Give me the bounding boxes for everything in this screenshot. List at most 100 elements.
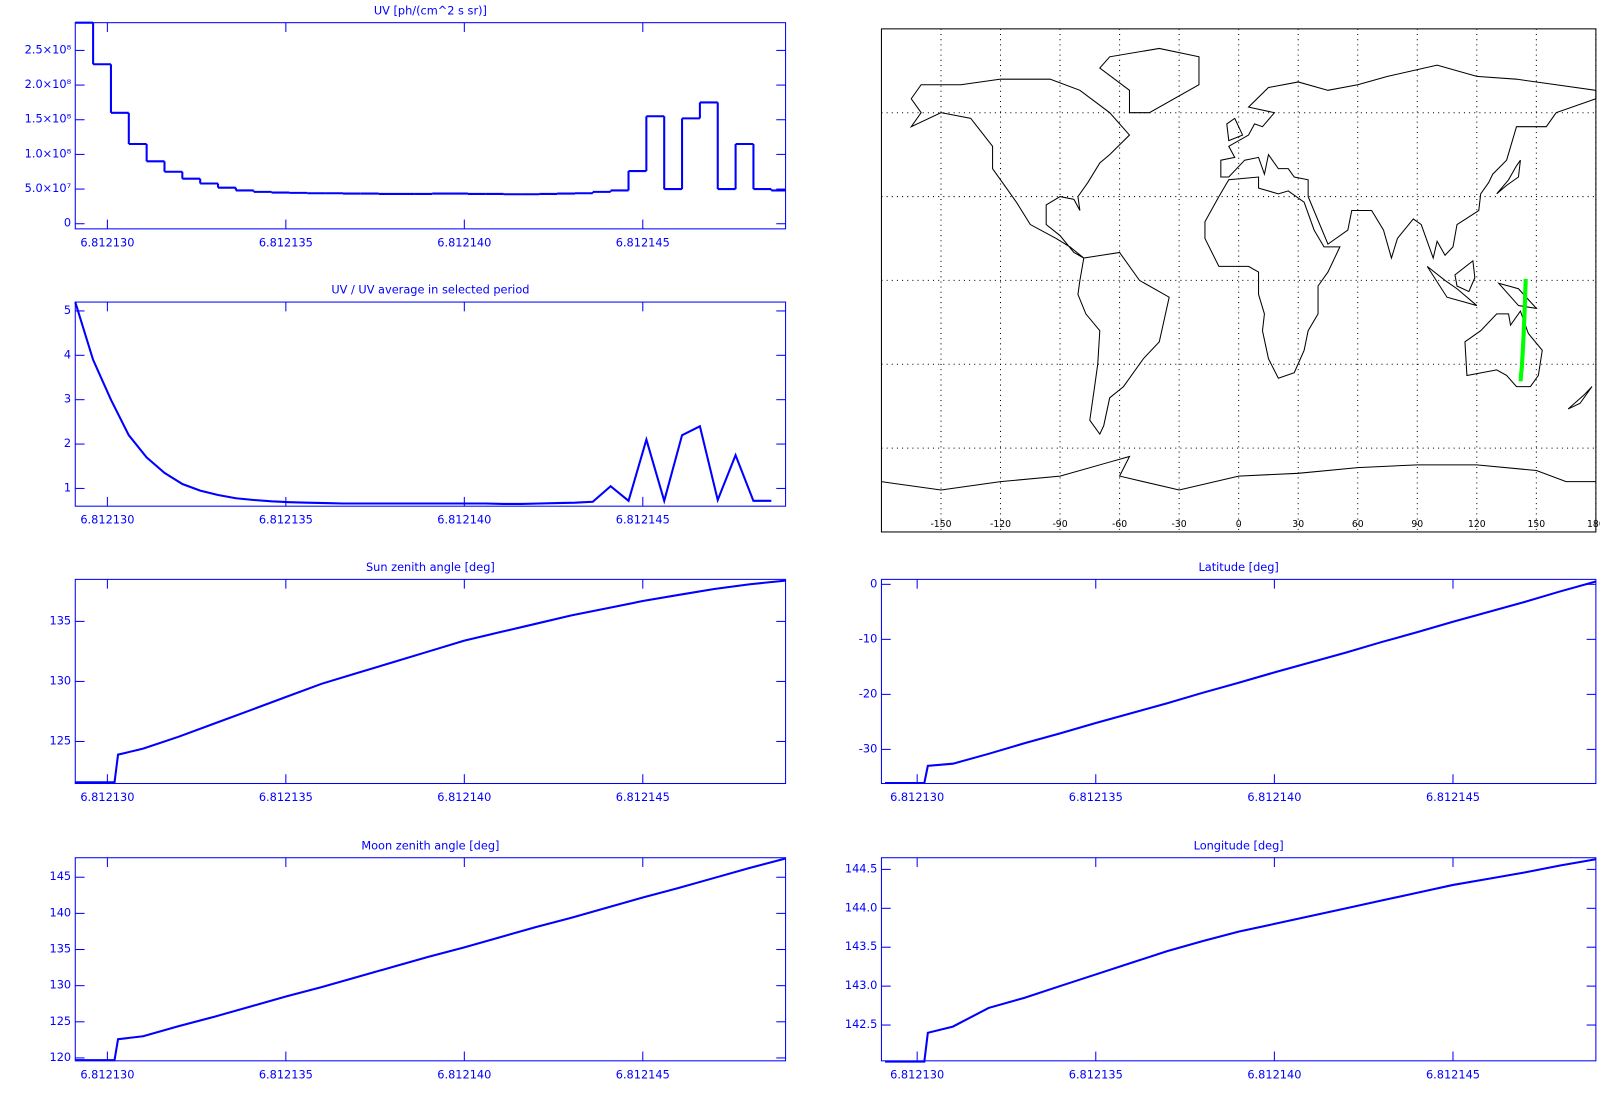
x-tick-label: 6.812140	[437, 790, 491, 804]
coastline	[1099, 47, 1200, 114]
y-tick-label: 2.5×10⁸	[25, 42, 72, 56]
plot-frame	[880, 857, 1597, 1062]
coastline	[1464, 310, 1543, 388]
y-tick-label: 0	[64, 216, 71, 230]
x-tick-label: -150	[930, 519, 951, 530]
plot-title: Longitude [deg]	[1194, 838, 1284, 852]
y-tick-label: 143.0	[845, 978, 877, 992]
y-tick-label: 130	[50, 673, 72, 687]
y-tick-label: 1	[64, 480, 71, 494]
plot-title: UV [ph/(cm^2 s sr)]	[374, 3, 487, 17]
data-line	[885, 858, 1597, 1063]
y-tick-label: 1.0×10⁸	[25, 146, 72, 160]
plot-title: Moon zenith angle [deg]	[361, 838, 499, 852]
plot-frame	[880, 578, 1597, 785]
coastline	[1077, 251, 1170, 436]
y-tick-label: 135	[50, 942, 72, 956]
y-tick-label: -10	[859, 631, 878, 645]
y-tick-label: 120	[50, 1050, 72, 1064]
plot-frame	[74, 22, 787, 230]
x-tick-label: 6.812140	[437, 513, 491, 527]
coastline	[909, 78, 1131, 259]
x-tick-label: 6.812130	[890, 790, 944, 804]
plot: UV / UV average in selected period 6.8121…	[64, 283, 787, 527]
x-tick-label: 6.812145	[616, 235, 670, 249]
coastline	[1226, 117, 1244, 142]
y-tick-label: 130	[50, 978, 72, 992]
data-line	[75, 579, 786, 784]
plot-frame	[74, 301, 787, 507]
x-tick-label: -90	[1052, 519, 1067, 530]
plot-frame	[74, 857, 787, 1062]
x-tick-label: 6.812145	[1426, 1067, 1480, 1081]
x-tick-label: 180	[1587, 519, 1600, 530]
coastline	[1454, 259, 1476, 293]
map: -150 -120 -90 -60 -30 0 30 60 90 120 150 180	[880, 28, 1600, 533]
x-tick-label: 6.812130	[80, 790, 134, 804]
y-tick-label: -30	[859, 741, 878, 755]
data-line	[74, 301, 772, 505]
y-tick-label: 3	[64, 392, 71, 406]
coastline	[1204, 176, 1341, 379]
data-line	[885, 580, 1597, 785]
y-tick-label: 125	[50, 733, 72, 747]
x-tick-label: 150	[1527, 519, 1545, 530]
x-tick-label: 6.812145	[616, 513, 670, 527]
plot: Moon zenith angle [deg] 6.812130 6.812135 6…	[50, 838, 787, 1081]
x-tick-label: 6.812135	[259, 790, 313, 804]
x-tick-label: 6.812145	[616, 1067, 670, 1081]
y-tick-label: 4	[64, 347, 71, 361]
ground-track	[1518, 278, 1528, 382]
plot: Sun zenith angle [deg] 6.812130 6.812135 6.…	[50, 560, 787, 804]
map-frame	[880, 28, 1597, 533]
plot: Latitude [deg] 6.812130 6.812135 6.812140 6.…	[859, 560, 1597, 804]
plot-title: UV / UV average in selected period	[331, 283, 529, 297]
x-tick-label: 6.812140	[1247, 790, 1301, 804]
x-tick-label: 6.812135	[259, 235, 313, 249]
x-tick-label: 6.812135	[259, 513, 313, 527]
x-tick-label: 6.812135	[1069, 790, 1123, 804]
x-tick-label: -120	[990, 519, 1011, 530]
data-line	[75, 857, 786, 1062]
x-tick-label: -30	[1172, 519, 1187, 530]
y-tick-label: 125	[50, 1014, 72, 1028]
y-tick-label: 144.0	[845, 900, 877, 914]
y-tick-label: 0	[870, 576, 877, 590]
x-tick-label: 90	[1411, 519, 1423, 530]
x-tick-label: 6.812140	[437, 1067, 491, 1081]
x-tick-label: 6.812145	[616, 790, 670, 804]
coastline	[1567, 386, 1593, 410]
y-tick-label: 1.5×10⁸	[25, 112, 72, 126]
coastline	[1496, 159, 1521, 195]
y-tick-label: 5	[64, 303, 71, 317]
x-tick-label: 30	[1292, 519, 1304, 530]
plot-frame	[74, 578, 787, 785]
y-tick-label: 142.5	[845, 1017, 877, 1031]
y-tick-label: 5.0×10⁷	[25, 181, 72, 195]
y-tick-label: 2	[64, 436, 71, 450]
x-tick-label: 0	[1236, 519, 1242, 530]
coastline	[1426, 265, 1478, 307]
plot-title: Latitude [deg]	[1198, 560, 1278, 574]
x-tick-label: 60	[1352, 519, 1364, 530]
y-tick-label: 143.5	[845, 939, 877, 953]
plot: Longitude [deg] 6.812130 6.812135 6.812140 6…	[845, 838, 1597, 1081]
x-tick-label: 6.812130	[890, 1067, 944, 1081]
y-tick-label: 2.0×10⁸	[25, 77, 72, 91]
y-tick-label: 135	[50, 613, 72, 627]
x-tick-label: -60	[1112, 519, 1127, 530]
y-tick-label: 144.5	[845, 861, 877, 875]
x-tick-label: 6.812135	[1069, 1067, 1123, 1081]
x-tick-label: 120	[1468, 519, 1486, 530]
plot-title: Sun zenith angle [deg]	[366, 560, 495, 574]
coastline	[881, 455, 1596, 491]
y-tick-label: -20	[859, 686, 878, 700]
x-tick-label: 6.812140	[1247, 1067, 1301, 1081]
y-tick-label: 140	[50, 905, 72, 919]
x-tick-label: 6.812130	[80, 513, 134, 527]
x-tick-label: 6.812145	[1426, 790, 1480, 804]
y-tick-label: 145	[50, 869, 72, 883]
x-tick-label: 6.812135	[259, 1067, 313, 1081]
